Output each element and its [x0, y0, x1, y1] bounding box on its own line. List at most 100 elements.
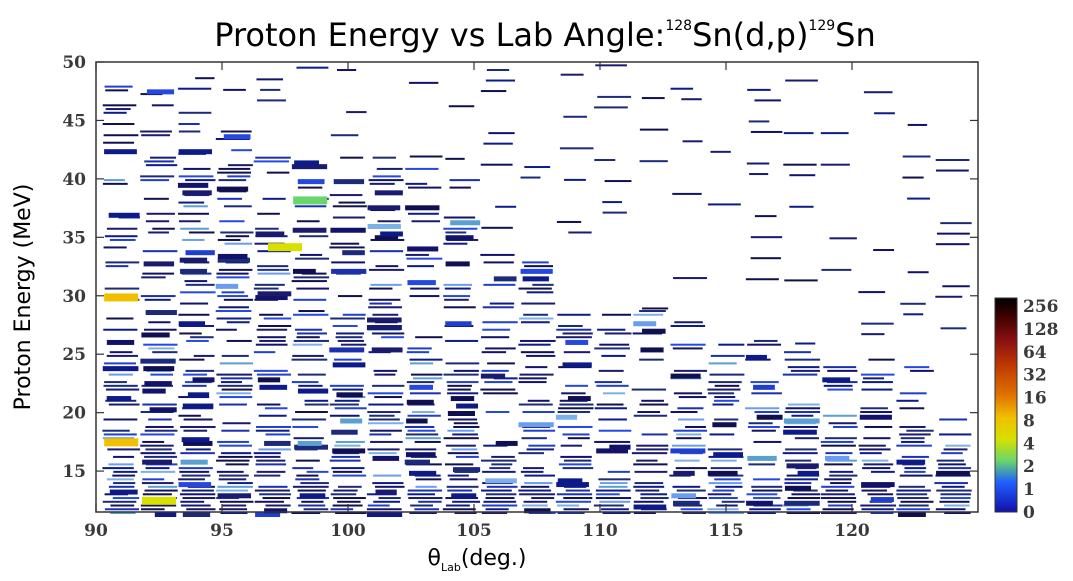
heatmap-cell: [445, 261, 470, 267]
heatmap-cell: [179, 358, 205, 361]
heatmap-cell: [449, 478, 478, 481]
heatmap-cell: [105, 261, 140, 264]
heatmap-cell: [941, 485, 965, 488]
heatmap-cell: [486, 69, 510, 72]
heatmap-cell: [783, 351, 811, 354]
heatmap-cell: [716, 504, 738, 507]
heatmap-cell: [410, 362, 434, 365]
heatmap-cell: [674, 321, 703, 324]
heatmap-cell: [636, 459, 658, 462]
heatmap-cell: [103, 141, 135, 144]
heatmap-cell: [337, 485, 362, 488]
heatmap-cell: [642, 328, 666, 334]
heatmap-cell: [217, 440, 249, 443]
heatmap-cell: [340, 343, 367, 346]
heatmap-cell: [219, 508, 248, 511]
heatmap-cell: [215, 283, 239, 289]
heatmap-cell: [182, 497, 216, 500]
heatmap-cell: [375, 485, 405, 488]
heatmap-cell: [220, 377, 253, 380]
heatmap-cell: [337, 500, 361, 503]
heatmap-cell: [340, 418, 363, 424]
heatmap-cell: [109, 238, 136, 241]
heatmap-cell: [373, 474, 402, 477]
heatmap-cell: [255, 343, 288, 346]
heatmap-cell: [863, 91, 893, 94]
heatmap-cell: [260, 88, 281, 91]
heatmap-cell: [294, 160, 319, 166]
heatmap-cell: [746, 162, 770, 165]
heatmap-cell: [596, 384, 629, 387]
y-tick-label: 20: [62, 404, 86, 424]
heatmap-cell: [217, 485, 253, 488]
heatmap-cell: [149, 407, 177, 413]
heatmap-cell: [215, 310, 252, 313]
heatmap-cell: [874, 112, 895, 115]
heatmap-cell: [140, 504, 177, 507]
heatmap-cell: [264, 508, 288, 514]
heatmap-cell: [296, 474, 319, 477]
heatmap-cell: [216, 272, 249, 275]
heatmap-cell: [369, 433, 392, 436]
heatmap-cell: [148, 321, 171, 324]
heatmap-cell: [524, 265, 554, 268]
heatmap-cell: [745, 354, 767, 360]
x-tick-label: 95: [210, 521, 234, 541]
heatmap-cell: [563, 497, 593, 500]
heatmap-cell: [407, 347, 432, 350]
heatmap-cell: [481, 351, 507, 354]
heatmap-cell: [483, 444, 508, 447]
heatmap-cell: [640, 347, 664, 353]
heatmap-cell: [145, 220, 170, 223]
heatmap-cell: [102, 104, 137, 107]
heatmap-cell: [714, 396, 736, 399]
heatmap-cell: [145, 310, 177, 316]
heatmap-cell: [451, 448, 478, 451]
heatmap-cell: [374, 190, 403, 196]
heatmap-cell: [636, 448, 669, 451]
heatmap-cell: [483, 142, 513, 145]
heatmap-cell: [220, 130, 252, 133]
heatmap-cell: [443, 216, 476, 219]
heatmap-cell: [443, 437, 479, 440]
heatmap-cell: [678, 418, 705, 421]
heatmap-cell: [255, 512, 281, 517]
heatmap-cell: [556, 220, 582, 223]
heatmap-cell: [634, 470, 668, 473]
heatmap-cell: [103, 433, 137, 436]
heatmap-cell: [791, 493, 821, 496]
heatmap-cell: [518, 381, 547, 384]
heatmap-cell: [789, 174, 816, 177]
heatmap-cell: [407, 280, 436, 286]
heatmap-cell: [558, 463, 592, 466]
heatmap-cell: [480, 373, 506, 379]
heatmap-cell: [824, 478, 852, 481]
heatmap-cell: [108, 212, 140, 218]
heatmap-cell: [414, 440, 441, 443]
heatmap-cell: [482, 321, 518, 324]
heatmap-cell: [518, 343, 551, 346]
heatmap-cell: [372, 482, 404, 485]
heatmap-cell: [257, 268, 289, 271]
heatmap-cell: [753, 384, 775, 390]
heatmap-cell: [332, 470, 363, 473]
heatmap-cell: [294, 205, 327, 208]
heatmap-cell: [567, 396, 591, 402]
heatmap-cell: [482, 306, 514, 309]
heatmap-cell: [481, 369, 509, 372]
heatmap-cell: [142, 459, 173, 465]
heatmap-cell: [901, 440, 925, 443]
heatmap-cell: [183, 440, 213, 446]
heatmap-cell: [861, 322, 894, 325]
heatmap-cell: [408, 212, 439, 215]
heatmap-cell: [784, 279, 818, 282]
heatmap-cell: [602, 201, 622, 204]
heatmap-cell: [861, 333, 885, 336]
heatmap-cell: [528, 444, 556, 447]
heatmap-cell: [142, 272, 175, 275]
heatmap-cell: [346, 111, 367, 114]
heatmap-cell: [639, 358, 664, 361]
heatmap-cell: [899, 474, 933, 477]
heatmap-cell: [556, 493, 593, 496]
heatmap-cell: [820, 497, 857, 500]
